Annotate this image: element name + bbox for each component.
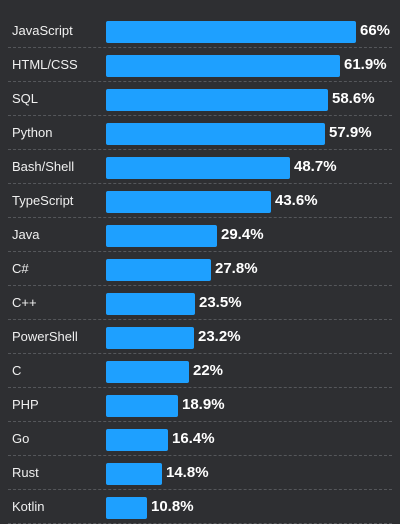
value-label: 18.9% [182, 396, 225, 413]
bar-row: PHP 18.9% [0, 388, 400, 422]
value-label: 57.9% [329, 124, 372, 141]
category-label: C# [12, 261, 29, 276]
bar [106, 327, 194, 349]
category-label: Go [12, 431, 30, 446]
category-label: HTML/CSS [12, 57, 78, 72]
row-divider [8, 47, 392, 48]
row-divider [8, 421, 392, 422]
bar-row: SQL 58.6% [0, 82, 400, 116]
bar [106, 259, 211, 281]
category-label: Bash/Shell [12, 159, 75, 174]
bar-row: Python 57.9% [0, 116, 400, 150]
row-divider [8, 251, 392, 252]
bar [106, 191, 271, 213]
value-label: 58.6% [332, 90, 375, 107]
bar-row: C++ 23.5% [0, 286, 400, 320]
bar [106, 55, 340, 77]
bar [106, 463, 162, 485]
category-label: PowerShell [12, 329, 78, 344]
bar-row: C 22% [0, 354, 400, 388]
category-label: C++ [12, 295, 37, 310]
bar [106, 361, 189, 383]
bar [106, 429, 168, 451]
value-label: 29.4% [221, 226, 264, 243]
bar-row: PowerShell 23.2% [0, 320, 400, 354]
bar [106, 293, 195, 315]
bar-row: Bash/Shell 48.7% [0, 150, 400, 184]
row-divider [8, 489, 392, 490]
row-divider [8, 183, 392, 184]
bar-row: Rust 14.8% [0, 456, 400, 490]
bar [106, 123, 325, 145]
row-divider [8, 455, 392, 456]
row-divider [8, 115, 392, 116]
bar [106, 225, 217, 247]
bar [106, 157, 290, 179]
value-label: 23.5% [199, 294, 242, 311]
row-divider [8, 149, 392, 150]
value-label: 23.2% [198, 328, 241, 345]
category-label: JavaScript [12, 23, 73, 38]
value-label: 43.6% [275, 192, 318, 209]
value-label: 22% [193, 362, 224, 379]
category-label: PHP [12, 397, 39, 412]
bar [106, 89, 328, 111]
category-label: C [12, 363, 22, 378]
bar [106, 21, 356, 43]
category-label: TypeScript [12, 193, 74, 208]
row-divider [8, 285, 392, 286]
category-label: SQL [12, 91, 39, 106]
bar-row: HTML/CSS 61.9% [0, 48, 400, 82]
bar-row: TypeScript 43.6% [0, 184, 400, 218]
value-label: 48.7% [294, 158, 337, 175]
bar-row: Go 16.4% [0, 422, 400, 456]
value-label: 14.8% [166, 464, 209, 481]
row-divider [8, 319, 392, 320]
bar-row: C# 27.8% [0, 252, 400, 286]
value-label: 10.8% [151, 498, 194, 515]
row-divider [8, 81, 392, 82]
category-label: Python [12, 125, 53, 140]
value-label: 27.8% [215, 260, 258, 277]
category-label: Kotlin [12, 499, 45, 514]
category-label: Rust [12, 465, 39, 480]
bar [106, 395, 178, 417]
bar-row: Java 29.4% [0, 218, 400, 252]
row-divider [8, 353, 392, 354]
category-label: Java [12, 227, 40, 242]
value-label: 16.4% [172, 430, 215, 447]
bar-row: JavaScript 66% [0, 14, 400, 48]
row-divider [8, 387, 392, 388]
value-label: 66% [360, 22, 391, 39]
bar-row: Kotlin 10.8% [0, 490, 400, 524]
value-label: 61.9% [344, 56, 387, 73]
bar [106, 497, 147, 519]
row-divider [8, 217, 392, 218]
